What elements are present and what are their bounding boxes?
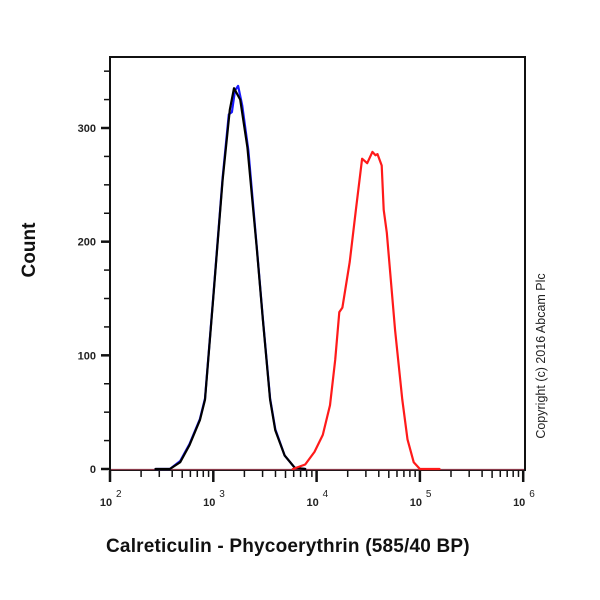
series-line — [154, 87, 307, 471]
series-line — [154, 84, 307, 471]
y-tick-label: 0 — [90, 464, 96, 476]
x-tick-label: 10 — [306, 497, 318, 509]
series-line — [291, 150, 441, 471]
plot-frame — [109, 56, 526, 471]
y-tick-label: 300 — [78, 123, 96, 135]
y-axis-ticks: 0 100 200 300 — [78, 70, 110, 476]
x-tick-exponent: 6 — [529, 489, 535, 500]
x-axis-ticks: 10 2 10 3 10 4 10 5 10 6 — [100, 471, 535, 509]
histogram-series — [111, 84, 524, 471]
x-tick-label: 10 — [513, 497, 525, 509]
x-tick-exponent: 3 — [219, 489, 225, 500]
x-tick-label: 10 — [410, 497, 422, 509]
x-tick-exponent: 2 — [116, 489, 122, 500]
y-tick-label: 200 — [78, 237, 96, 249]
x-axis-label: Calreticulin - Phycoerythrin (585/40 BP) — [106, 536, 470, 557]
x-tick-exponent: 4 — [323, 489, 329, 500]
y-tick-label: 100 — [78, 350, 96, 362]
copyright-notice: Copyright (c) 2016 Abcam Plc — [534, 273, 548, 439]
x-tick-exponent: 5 — [426, 489, 432, 500]
x-tick-label: 10 — [100, 497, 112, 509]
y-axis-label: Count — [19, 222, 40, 278]
x-tick-label: 10 — [203, 497, 215, 509]
